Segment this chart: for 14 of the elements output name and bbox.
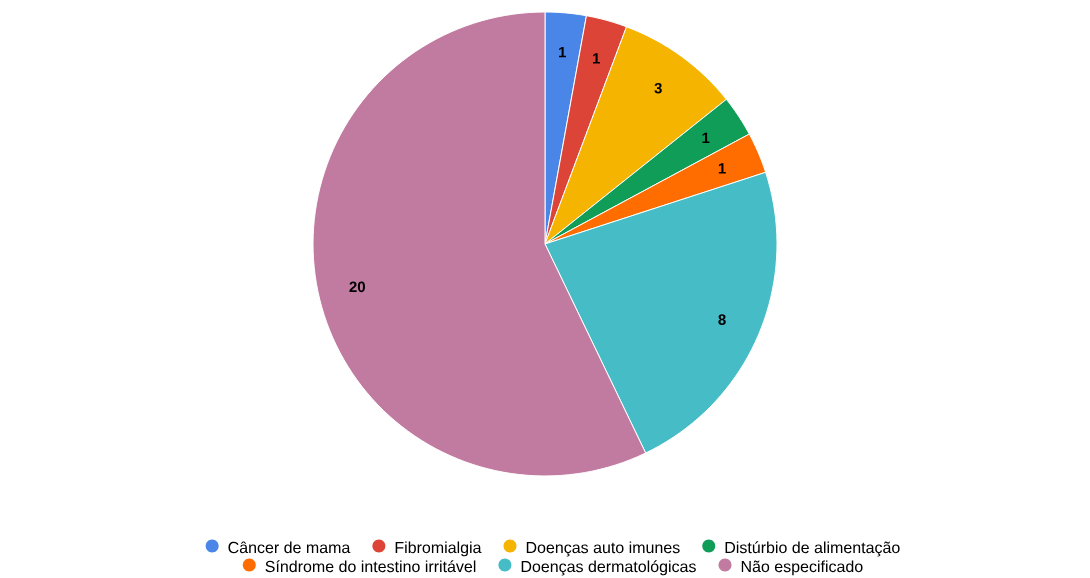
data-label: 1 (702, 132, 710, 144)
data-label: 20 (349, 281, 365, 293)
legend-label: Não especificado (741, 560, 863, 576)
legend-label: Doenças auto imunes (526, 541, 680, 557)
legend-label: Câncer de mama (228, 541, 351, 554)
data-label: 1 (593, 53, 600, 64)
legend-label: Doenças dermatológicas (521, 560, 696, 576)
legend-label: Distúrbio de alimentação (725, 541, 900, 557)
data-label: 8 (718, 314, 726, 325)
legend-label: Fibromialgia (395, 541, 482, 557)
data-label: 3 (654, 82, 662, 94)
data-label: 1 (559, 47, 567, 58)
data-label: 1 (718, 163, 726, 174)
legend-label: Síndrome do intestino irritável (265, 560, 476, 573)
